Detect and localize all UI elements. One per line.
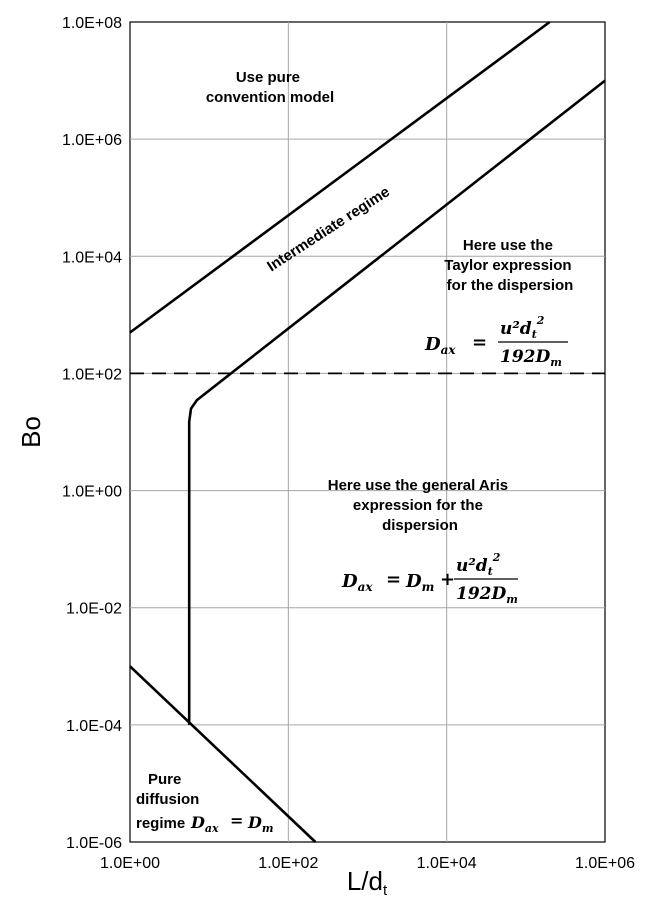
x-tick-label: 1.0E+04	[417, 855, 477, 872]
x-axis-label: L/dt	[347, 866, 388, 899]
svg-text:Dm: Dm	[405, 571, 434, 594]
y-tick-label: 1.0E+00	[62, 484, 122, 501]
y-tick-label: 1.0E+04	[62, 249, 122, 266]
y-tick-label: 1.0E+02	[62, 366, 122, 383]
svg-text:192Dm: 192Dm	[456, 584, 518, 606]
diffusion-equation: Dax = Dm	[190, 811, 274, 835]
annotation-taylor: Here use the Taylor expression for the d…	[444, 237, 575, 294]
series-line-2	[187, 79, 606, 725]
y-tick-label: 1.0E+06	[62, 132, 122, 149]
x-tick-label: 1.0E+00	[100, 855, 160, 872]
x-axis-label-sub: t	[383, 882, 388, 899]
x-tick-label: 1.0E+02	[258, 855, 318, 872]
series-line-1	[129, 20, 551, 334]
svg-text:=: =	[230, 811, 243, 830]
taylor-equation: Dax = u²dt2 192Dm	[424, 314, 568, 369]
y-tick-label: 1.0E-02	[66, 601, 122, 618]
y-tick-label: 1.0E-04	[66, 718, 122, 735]
svg-text:u²dt2: u²dt2	[456, 551, 501, 578]
svg-text:=: =	[472, 332, 487, 353]
svg-text:Dax: Dax	[190, 813, 219, 835]
y-tick-label: 1.0E-06	[66, 835, 122, 852]
svg-text:192Dm: 192Dm	[500, 347, 562, 369]
annotation-pure-convention: Use pure convention model	[206, 69, 334, 106]
svg-text:+: +	[440, 569, 455, 590]
series-line-3	[129, 665, 317, 843]
y-axis-label: Bo	[16, 416, 46, 448]
x-tick-label: 1.0E+06	[575, 855, 635, 872]
annotation-pure-diffusion: Pure diffusion regime	[136, 771, 204, 832]
annotation-aris: Here use the general Aris expression for…	[328, 477, 513, 534]
aris-equation: Dax = Dm + u²dt2 192Dm	[341, 551, 518, 606]
plot-area	[129, 21, 606, 843]
y-tick-label: 1.0E+08	[62, 15, 122, 32]
x-tick-labels: 1.0E+00 1.0E+02 1.0E+04 1.0E+06	[100, 855, 635, 872]
svg-text:Dax: Dax	[341, 571, 373, 594]
svg-text:Dm: Dm	[247, 813, 274, 835]
svg-text:u²dt2: u²dt2	[500, 314, 545, 341]
svg-text:Dax: Dax	[424, 334, 456, 357]
series-lines	[129, 20, 606, 843]
y-tick-labels: 1.0E-06 1.0E-04 1.0E-02 1.0E+00 1.0E+02 1.0E+…	[62, 15, 122, 852]
svg-text:=: =	[386, 569, 401, 590]
